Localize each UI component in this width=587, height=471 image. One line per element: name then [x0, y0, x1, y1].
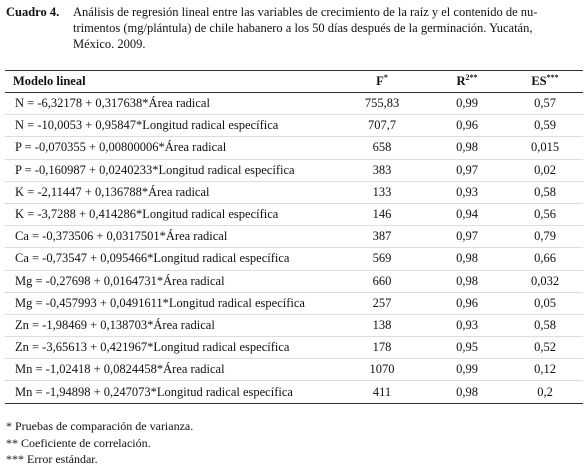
table-cell: 138 [337, 314, 427, 338]
table-cell: N = -6,32178 + 0,317638*Área radical [5, 92, 337, 116]
header-cell: Modelo lineal [5, 70, 337, 93]
table-cell: Mg = -0,27698 + 0,0164731*Área radical [5, 270, 337, 293]
table-cell: 0,66 [507, 247, 583, 271]
table-row: N = -6,32178 + 0,317638*Área radical 755,… [5, 92, 583, 116]
table-row: Mg = -0,27698 + 0,0164731*Área radical 66… [5, 270, 583, 293]
header-text: R [456, 74, 466, 89]
table-cell: 0,93 [427, 314, 507, 338]
table-cell: 0,02 [507, 159, 583, 182]
table-cell: 1070 [337, 358, 427, 382]
table-cell: Zn = -3,65613 + 0,421967*Longitud radica… [5, 336, 337, 360]
table-row: Zn = -3,65613 + 0,421967*Longitud radica… [5, 336, 583, 360]
table-cell: P = -0,160987 + 0,0240233*Longitud radic… [5, 159, 337, 182]
header-text: Modelo lineal [13, 74, 86, 88]
table-cell: 0,57 [507, 92, 583, 116]
header-superscript: * [383, 73, 388, 83]
header-superscript: 2** [465, 73, 478, 83]
table-row: P = -0,160987 + 0,0240233*Longitud radic… [5, 159, 583, 182]
table-cell: 0,52 [507, 336, 583, 360]
table-cell: Zn = -1,98469 + 0,138703*Área radical [5, 314, 337, 338]
caption-line: Análisis de regresión lineal entre las v… [73, 5, 538, 19]
footnote: * Pruebas de comparación de varianza. [6, 419, 194, 433]
table-cell: 755,83 [337, 92, 427, 116]
header-cell: ES*** [507, 70, 583, 93]
table-cell: 0,2 [507, 380, 583, 404]
table-row: Mg = -0,457993 + 0,0491611*Longitud radi… [5, 292, 583, 315]
caption-label: Cuadro 4. [6, 5, 60, 19]
table-cell: 0,98 [427, 380, 507, 404]
table-cell: 0,99 [427, 92, 507, 116]
table-cell: 178 [337, 336, 427, 360]
table-cell: 707,7 [337, 114, 427, 138]
table: Modelo lineal F* R2** ES*** N = -6,32178 + … [5, 70, 583, 404]
table-row: Ca = -0,73547 + 0,095466*Longitud radica… [5, 247, 583, 271]
table-cell: P = -0,070355 + 0,00800006*Área radical [5, 136, 337, 160]
table-row: K = -3,7288 + 0,414286*Longitud radical … [5, 203, 583, 227]
table-cell: 0,99 [427, 358, 507, 382]
table-cell: Mn = -1,94898 + 0,247073*Longitud radica… [5, 380, 337, 404]
table-cell: 0,59 [507, 114, 583, 138]
table-cell: 0,97 [427, 159, 507, 182]
header-row: Modelo lineal F* R2** ES*** [5, 70, 583, 93]
table-cell: 0,97 [427, 225, 507, 249]
table-cell: 660 [337, 270, 427, 293]
table-cell: 0,032 [507, 270, 583, 293]
table-row: Ca = -0,373506 + 0,0317501*Área radical 3… [5, 225, 583, 249]
table-cell: 0,98 [427, 270, 507, 293]
footnote: ** Coeficiente de correlación. [6, 435, 151, 450]
table-cell: 0,56 [507, 203, 583, 227]
table-cell: 146 [337, 203, 427, 227]
table-cell: K = -2,11447 + 0,136788*Área radical [5, 181, 337, 204]
table-row: K = -2,11447 + 0,136788*Área radical 133 0… [5, 181, 583, 204]
table-cell: Mn = -1,02418 + 0,0824458*Área radical [5, 358, 337, 382]
caption-line: trimentos (mg/plántula) de chile habaner… [73, 21, 533, 35]
header-text: F [376, 74, 384, 89]
table-cell: Ca = -0,373506 + 0,0317501*Área radical [5, 225, 337, 249]
table-cell: 0,96 [427, 114, 507, 138]
header-cell: R2** [427, 70, 507, 93]
footnotes: * Pruebas de comparación de varianza. ** … [6, 418, 193, 468]
table-row: Mn = -1,02418 + 0,0824458*Área radical 10… [5, 358, 583, 382]
caption-line: México. 2009. [73, 37, 146, 51]
table-cell: 257 [337, 292, 427, 315]
table-cell: Mg = -0,457993 + 0,0491611*Longitud radi… [5, 292, 337, 315]
table-cell: 387 [337, 225, 427, 249]
table-cell: 569 [337, 247, 427, 271]
table-cell: 411 [337, 380, 427, 404]
table-cell: 658 [337, 136, 427, 160]
table-body: N = -6,32178 + 0,317638*Área radical 755,… [5, 92, 583, 404]
header-text: ES [531, 74, 547, 89]
header-superscript: *** [546, 73, 559, 83]
table-cell: 0,58 [507, 314, 583, 338]
table-cell: 0,95 [427, 336, 507, 360]
table-cell: 0,12 [507, 358, 583, 382]
caption: Cuadro 4. Análisis de regresión lineal e… [6, 4, 582, 52]
table-cell: N = -10,0053 + 0,95847*Longitud radical … [5, 114, 337, 138]
table-cell: 0,05 [507, 292, 583, 315]
footnote: *** Error estándar. [6, 452, 98, 466]
table-cell: 0,58 [507, 181, 583, 204]
table-row: Mn = -1,94898 + 0,247073*Longitud radica… [5, 380, 583, 404]
table-cell: 0,015 [507, 136, 583, 160]
table-cell: K = -3,7288 + 0,414286*Longitud radical … [5, 203, 337, 227]
table-cell: 0,98 [427, 247, 507, 271]
table-cell: 133 [337, 181, 427, 204]
table-row: Zn = -1,98469 + 0,138703*Área radical 138… [5, 314, 583, 338]
table-row: P = -0,070355 + 0,00800006*Área radical 6… [5, 136, 583, 160]
header-cell: F* [337, 70, 427, 93]
table-cell: 0,96 [427, 292, 507, 315]
table-cell: 0,94 [427, 203, 507, 227]
table-row: N = -10,0053 + 0,95847*Longitud radical … [5, 114, 583, 138]
table-cell: 0,93 [427, 181, 507, 204]
table-cell: 0,79 [507, 225, 583, 249]
table-cell: 0,98 [427, 136, 507, 160]
table-cell: 383 [337, 159, 427, 182]
table-cell: Ca = -0,73547 + 0,095466*Longitud radica… [5, 247, 337, 271]
